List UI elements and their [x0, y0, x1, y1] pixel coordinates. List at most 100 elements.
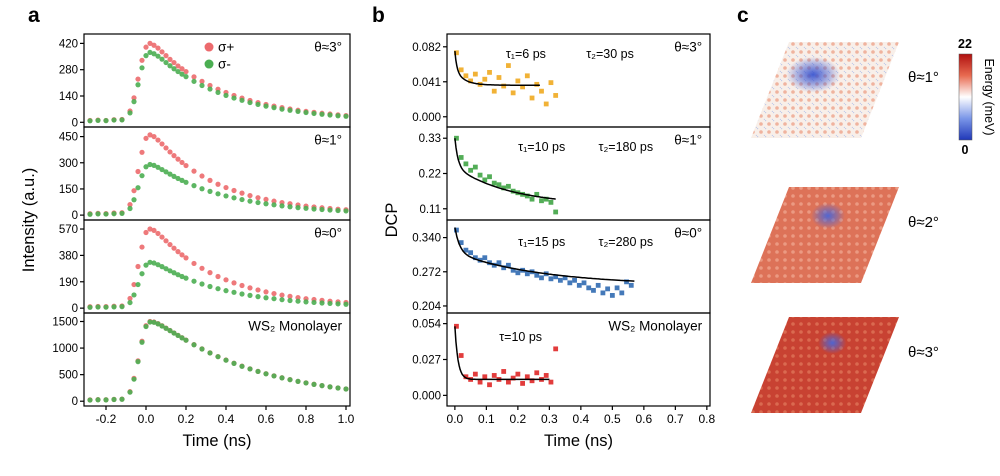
data-point — [139, 65, 145, 71]
moire-lattice-parallelogram — [751, 317, 899, 413]
data-point — [319, 206, 325, 213]
data-point — [553, 346, 559, 352]
data-point — [311, 206, 317, 212]
x-tick-label: 0.3 — [541, 412, 558, 426]
data-point — [147, 259, 153, 265]
data-point — [171, 173, 177, 179]
data-point — [179, 252, 185, 258]
data-point — [343, 386, 349, 392]
data-series — [87, 132, 349, 217]
data-point — [605, 286, 611, 292]
data-point — [463, 374, 469, 380]
data-point — [271, 296, 277, 302]
data-point — [143, 44, 149, 50]
data-point — [119, 396, 125, 402]
data-point — [628, 282, 634, 288]
data-point — [139, 339, 145, 345]
data-point — [151, 42, 157, 48]
data-point — [183, 68, 189, 75]
data-point — [614, 285, 620, 291]
data-point — [472, 71, 478, 77]
data-point — [111, 117, 117, 123]
y-tick-label: 0.027 — [412, 355, 441, 367]
data-point — [131, 281, 137, 288]
colorbar — [958, 53, 973, 141]
data-point — [155, 137, 161, 143]
data-point — [155, 53, 161, 59]
map-angle-label: θ≈1° — [908, 69, 939, 86]
data-series — [87, 259, 349, 310]
x-tick-label: 0.6 — [636, 412, 653, 426]
data-point — [199, 78, 205, 84]
data-point — [529, 378, 535, 384]
data-point — [231, 195, 237, 201]
data-point — [159, 234, 165, 240]
data-point — [319, 300, 325, 306]
data-point — [215, 286, 221, 292]
data-point — [271, 202, 277, 208]
data-point — [586, 285, 592, 291]
data-point — [458, 67, 464, 73]
energy-minimum-spot — [786, 56, 841, 93]
data-point — [163, 325, 169, 331]
data-point — [119, 117, 125, 123]
fit-time-constant-label: τ₂=180 ps — [599, 140, 654, 154]
data-point — [207, 350, 213, 356]
data-point — [179, 273, 185, 280]
y-tick-label: 0.082 — [412, 42, 441, 54]
legend-label: σ+ — [218, 40, 234, 55]
data-point — [155, 262, 161, 268]
data-point — [87, 304, 93, 310]
data-point — [87, 211, 93, 217]
data-series — [87, 226, 349, 310]
x-tick-label: 0.8 — [298, 412, 315, 426]
data-point — [539, 198, 544, 204]
subplot-a-1: 0 150 300 450 θ≈1° — [59, 126, 351, 222]
moire-energy-map-1: θ≈1° — [751, 42, 939, 138]
data-point — [171, 153, 177, 159]
y-tick-label: 450 — [59, 132, 78, 144]
data-point — [520, 381, 525, 386]
data-point — [131, 197, 137, 203]
y-tick-label: 0.054 — [412, 319, 441, 331]
data-point — [279, 375, 285, 381]
data-point — [619, 290, 625, 296]
data-point — [199, 265, 205, 271]
data-point — [255, 101, 261, 108]
data-point — [175, 63, 181, 69]
y-tick-label: 0.041 — [412, 77, 441, 89]
data-point — [515, 270, 521, 276]
data-point — [231, 289, 237, 295]
data-point — [159, 323, 165, 329]
data-point — [581, 280, 587, 286]
data-point — [515, 371, 521, 377]
data-point — [501, 265, 507, 271]
data-point — [131, 95, 137, 101]
y-tick-label: 420 — [59, 38, 78, 50]
data-point — [529, 95, 535, 101]
moire-energy-map-2: θ≈2° — [751, 187, 939, 283]
data-point — [482, 255, 488, 261]
fit-time-constant-label: τ₁=10 ps — [518, 140, 565, 154]
data-point — [534, 191, 540, 197]
data-point — [548, 276, 554, 282]
data-point — [510, 375, 516, 381]
fit-curve — [454, 138, 556, 200]
data-point — [143, 229, 149, 236]
data-point — [287, 377, 293, 383]
data-point — [231, 95, 237, 101]
data-point — [543, 101, 549, 107]
x-tick-label: 0.4 — [218, 412, 235, 426]
data-point — [553, 93, 559, 98]
fit-curve — [454, 51, 540, 86]
colorbar-min-label: 0 — [962, 143, 969, 157]
data-point — [127, 389, 133, 395]
data-point — [609, 293, 615, 298]
data-series — [87, 161, 349, 217]
axis-box — [446, 126, 711, 221]
data-point — [482, 76, 488, 82]
data-point — [454, 50, 459, 56]
data-point — [279, 203, 285, 209]
data-point — [191, 168, 197, 174]
data-point — [95, 304, 101, 310]
